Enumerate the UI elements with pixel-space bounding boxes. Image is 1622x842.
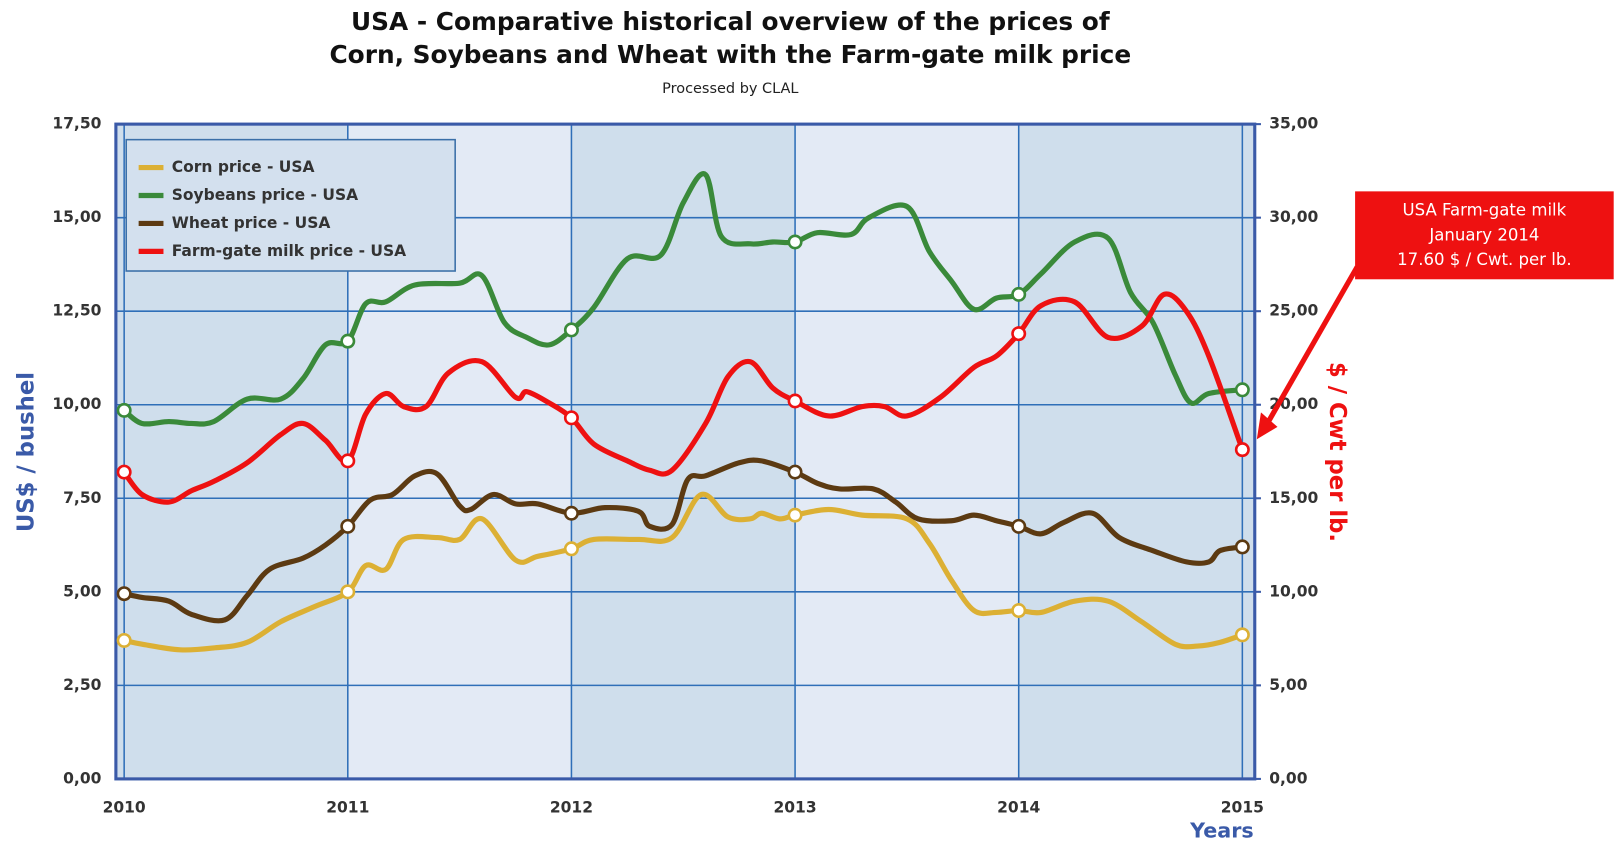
point-marker — [116, 402, 132, 418]
point-marker — [1011, 286, 1027, 302]
y2-tick-label: 30,00 — [1269, 208, 1318, 226]
chart-title: USA - Comparative historical overview of… — [351, 7, 1111, 36]
y-tick-label: 12,50 — [52, 302, 101, 320]
chart-title: Corn, Soybeans and Wheat with the Farm-g… — [329, 40, 1131, 69]
y2-axis-label: $ / Cwt per lb. — [1324, 362, 1350, 542]
y-axis-label: US$ / bushel — [13, 372, 39, 532]
x-tick-label: 2012 — [550, 798, 593, 816]
point-marker — [340, 584, 356, 600]
x-tick-label: 2015 — [1221, 798, 1264, 816]
legend-box — [125, 138, 456, 272]
y-tick-label: 7,50 — [63, 489, 101, 507]
plot-frame — [114, 122, 1257, 781]
legend-label: Soybeans price - USA — [172, 186, 358, 204]
x-tick-label: 2010 — [103, 798, 146, 816]
y-tick-label: 5,00 — [63, 582, 101, 600]
y-tick-label: 15,00 — [52, 208, 101, 226]
point-marker — [116, 586, 132, 602]
y2-tick-label: 0,00 — [1269, 769, 1307, 787]
point-marker — [116, 632, 132, 648]
point-marker — [563, 541, 579, 557]
y-tick-label: 10,00 — [52, 395, 101, 413]
point-marker — [340, 518, 356, 534]
y-tick-label: 0,00 — [63, 769, 101, 787]
y2-tick-label: 5,00 — [1269, 676, 1307, 694]
legend-label: Farm-gate milk price - USA — [172, 242, 406, 260]
point-marker — [787, 507, 803, 523]
series-line — [121, 457, 1245, 624]
annotation-text: January 2014 — [1428, 225, 1539, 244]
x-axis-label: Years — [1189, 819, 1254, 842]
annotation-box — [1355, 191, 1614, 280]
chart-subtitle: Processed by CLAL — [662, 81, 798, 97]
annotation-text: 17.60 $ / Cwt. per lb. — [1397, 250, 1571, 269]
x-tick-label: 2011 — [326, 798, 369, 816]
point-marker — [1234, 442, 1250, 458]
x-tick-label: 2014 — [997, 798, 1040, 816]
point-marker — [116, 464, 132, 480]
point-marker — [563, 410, 579, 426]
series-line — [121, 171, 1245, 427]
annotation-arrowhead — [1256, 412, 1278, 440]
point-marker — [1234, 627, 1250, 643]
annotation-text: USA Farm-gate milk — [1403, 201, 1567, 220]
point-marker — [340, 453, 356, 469]
legend-label: Wheat price - USA — [172, 214, 331, 232]
band — [795, 124, 1019, 779]
point-marker — [787, 464, 803, 480]
point-marker — [563, 505, 579, 521]
y2-tick-label: 10,00 — [1269, 582, 1318, 600]
point-marker — [1011, 518, 1027, 534]
point-marker — [787, 234, 803, 250]
y2-tick-label: 15,00 — [1269, 489, 1318, 507]
point-marker — [563, 322, 579, 338]
y-tick-label: 2,50 — [63, 676, 101, 694]
y-tick-label: 17,50 — [52, 115, 101, 133]
point-marker — [1011, 603, 1027, 619]
x-tick-label: 2013 — [773, 798, 816, 816]
y2-tick-label: 25,00 — [1269, 302, 1318, 320]
point-marker — [1234, 539, 1250, 555]
point-marker — [787, 393, 803, 409]
point-marker — [1011, 326, 1027, 342]
series-line — [121, 291, 1245, 505]
point-marker — [340, 333, 356, 349]
point-marker — [1234, 382, 1250, 398]
annotation-arrow — [1260, 265, 1360, 433]
y2-tick-label: 35,00 — [1269, 115, 1318, 133]
legend-label: Corn price - USA — [172, 158, 315, 176]
